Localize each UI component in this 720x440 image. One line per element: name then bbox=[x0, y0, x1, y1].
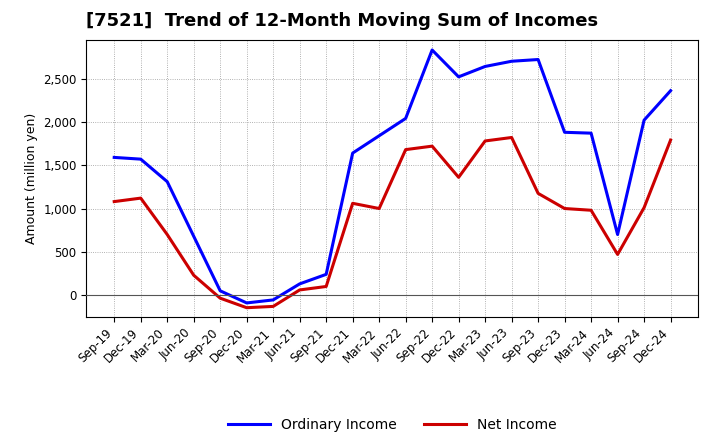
Net Income bbox=[243, 305, 251, 310]
Net Income bbox=[428, 143, 436, 149]
Ordinary Income bbox=[110, 155, 119, 160]
Ordinary Income bbox=[613, 232, 622, 237]
Net Income bbox=[481, 138, 490, 143]
Net Income bbox=[560, 206, 569, 211]
Ordinary Income bbox=[508, 59, 516, 64]
Net Income bbox=[163, 232, 171, 237]
Net Income bbox=[269, 304, 277, 309]
Net Income bbox=[375, 206, 384, 211]
Ordinary Income bbox=[375, 133, 384, 139]
Ordinary Income bbox=[216, 288, 225, 293]
Net Income bbox=[348, 201, 357, 206]
Ordinary Income bbox=[560, 130, 569, 135]
Net Income bbox=[110, 199, 119, 204]
Y-axis label: Amount (million yen): Amount (million yen) bbox=[24, 113, 37, 244]
Ordinary Income bbox=[348, 150, 357, 156]
Ordinary Income bbox=[481, 64, 490, 69]
Ordinary Income bbox=[189, 234, 198, 239]
Ordinary Income bbox=[587, 131, 595, 136]
Line: Ordinary Income: Ordinary Income bbox=[114, 50, 670, 303]
Net Income bbox=[454, 175, 463, 180]
Net Income bbox=[613, 252, 622, 257]
Net Income bbox=[587, 208, 595, 213]
Ordinary Income bbox=[163, 179, 171, 184]
Legend: Ordinary Income, Net Income: Ordinary Income, Net Income bbox=[222, 412, 562, 437]
Net Income bbox=[322, 284, 330, 289]
Text: [7521]  Trend of 12-Month Moving Sum of Incomes: [7521] Trend of 12-Month Moving Sum of I… bbox=[86, 12, 598, 30]
Net Income bbox=[508, 135, 516, 140]
Net Income bbox=[666, 137, 675, 143]
Ordinary Income bbox=[534, 57, 542, 62]
Net Income bbox=[534, 191, 542, 196]
Ordinary Income bbox=[295, 281, 304, 286]
Net Income bbox=[216, 296, 225, 301]
Ordinary Income bbox=[666, 88, 675, 93]
Ordinary Income bbox=[454, 74, 463, 80]
Ordinary Income bbox=[136, 157, 145, 162]
Net Income bbox=[640, 205, 649, 210]
Net Income bbox=[136, 195, 145, 201]
Net Income bbox=[295, 287, 304, 293]
Ordinary Income bbox=[322, 272, 330, 277]
Ordinary Income bbox=[640, 117, 649, 123]
Ordinary Income bbox=[243, 300, 251, 305]
Ordinary Income bbox=[269, 297, 277, 303]
Ordinary Income bbox=[401, 116, 410, 121]
Ordinary Income bbox=[428, 48, 436, 53]
Net Income bbox=[401, 147, 410, 152]
Line: Net Income: Net Income bbox=[114, 137, 670, 308]
Net Income bbox=[189, 272, 198, 278]
